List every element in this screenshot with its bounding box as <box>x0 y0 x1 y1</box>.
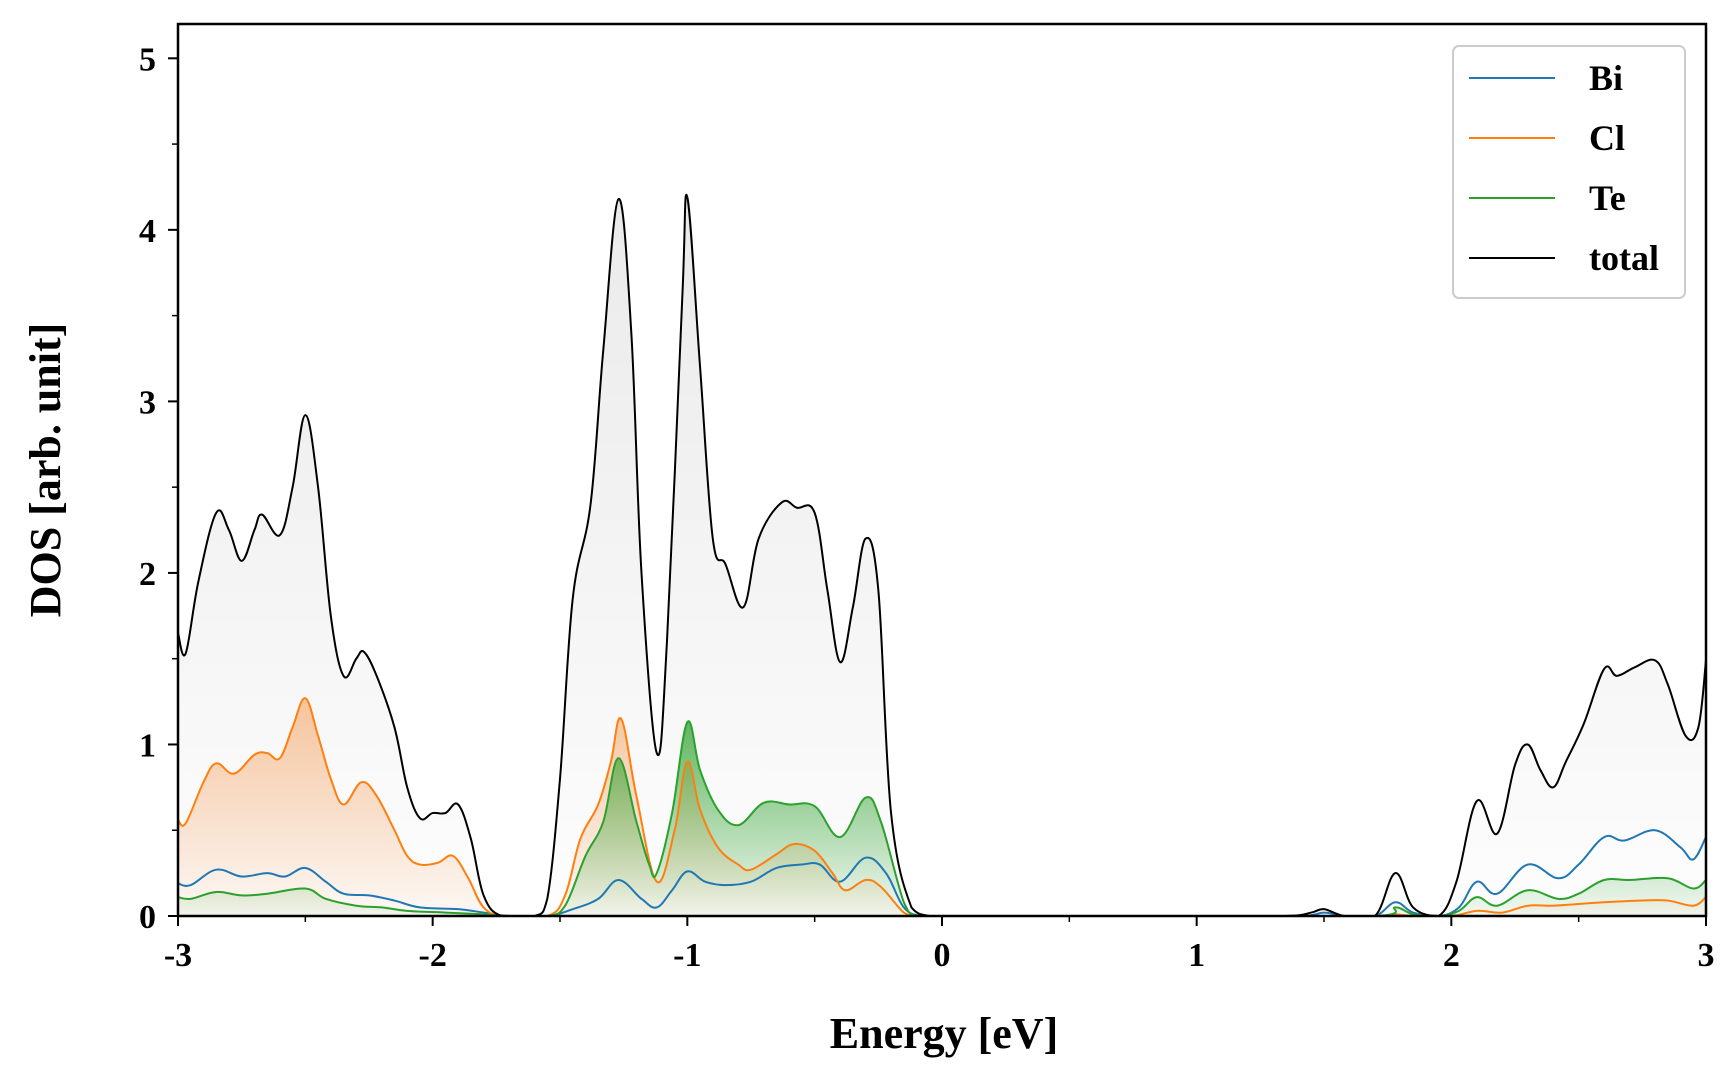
legend: Bi Cl Te total <box>1452 45 1686 299</box>
x-axis-label: Energy [eV] <box>830 1009 1059 1058</box>
y-tick-label: 1 <box>139 727 156 764</box>
y-tick-label: 0 <box>139 899 156 936</box>
y-tick-label: 4 <box>139 213 156 250</box>
y-tick-label: 3 <box>139 384 156 421</box>
x-tick-label: 0 <box>934 937 951 974</box>
area-total <box>178 194 1706 917</box>
y-tick-label: 5 <box>139 41 156 78</box>
x-tick-label: -1 <box>673 937 701 974</box>
area-cl <box>178 698 1706 916</box>
y-tick-label: 2 <box>139 556 156 593</box>
x-tick-label: 3 <box>1698 937 1715 974</box>
series-line-te <box>177 720 1707 918</box>
legend-label-bi: Bi <box>1589 58 1623 98</box>
series-line-total <box>177 193 1707 918</box>
x-tick-label: 2 <box>1443 937 1460 974</box>
legend-label-te: Te <box>1589 178 1626 218</box>
x-tick-label: 1 <box>1188 937 1205 974</box>
x-tick-label: -3 <box>164 937 192 974</box>
x-tick-label: -2 <box>419 937 447 974</box>
legend-box <box>1452 45 1686 299</box>
legend-label-cl: Cl <box>1589 118 1625 158</box>
series-line-bi <box>177 829 1707 918</box>
area-fills <box>178 194 1706 917</box>
y-axis-label: DOS [arb. unit] <box>21 323 70 618</box>
legend-label-total: total <box>1589 238 1659 278</box>
ticks: -3 -2 -1 0 1 2 3 0 1 2 3 4 5 <box>139 41 1715 974</box>
